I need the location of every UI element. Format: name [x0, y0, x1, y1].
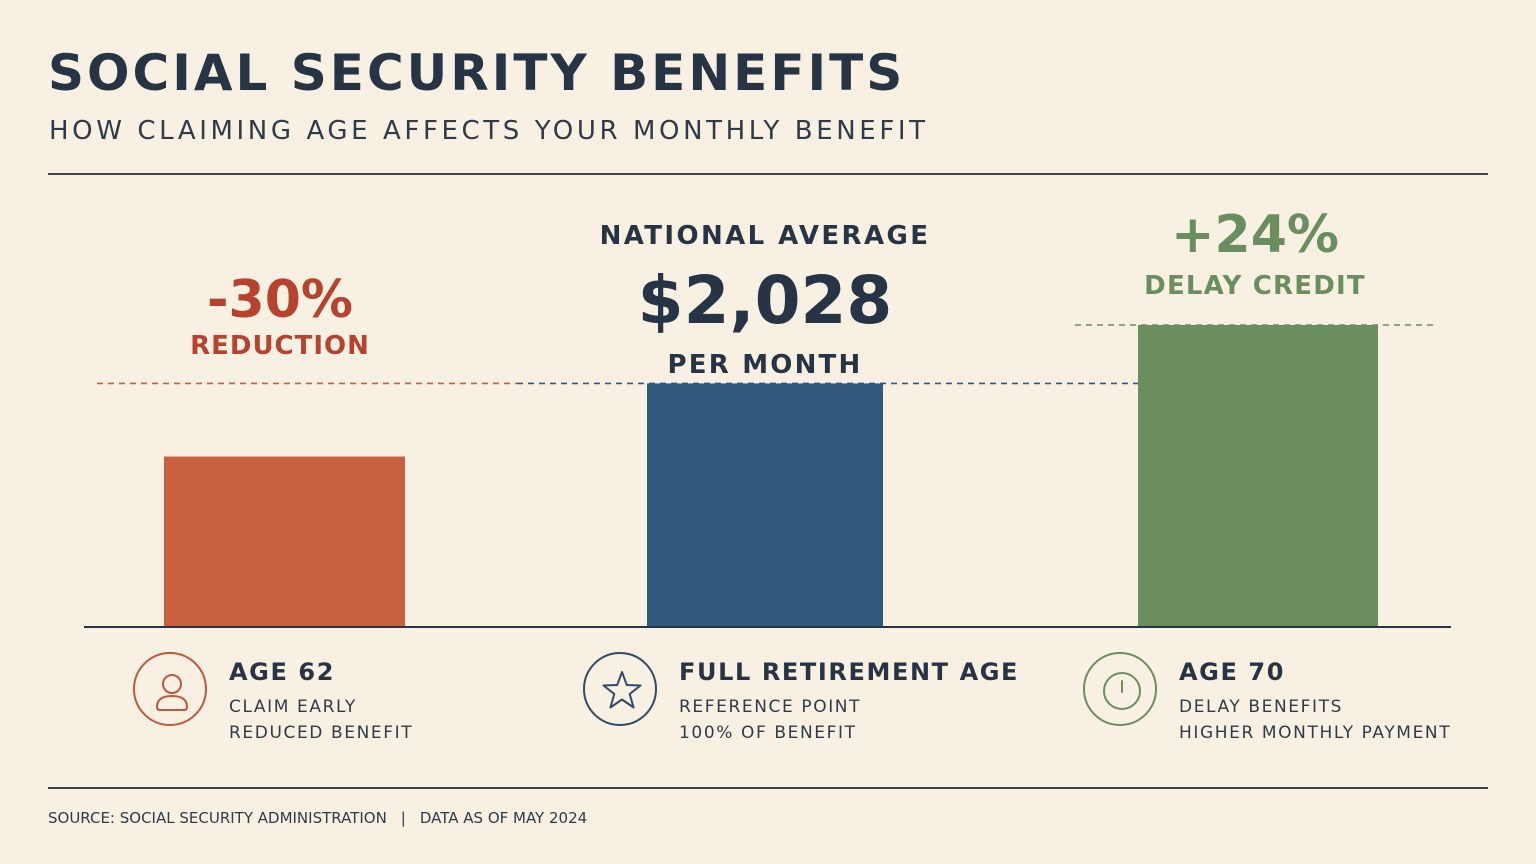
category-heading: AGE 62	[229, 658, 336, 686]
category-line-2: REDUCED BENEFIT	[229, 723, 414, 743]
category-heading: AGE 70	[1179, 658, 1286, 686]
footer-source: SOURCE: SOCIAL SECURITY ADMINISTRATION	[48, 809, 387, 827]
delay-credit-label: DELAY CREDIT	[1144, 271, 1366, 301]
bar-2	[647, 383, 883, 627]
bar-3	[1138, 325, 1378, 627]
national-average-value: $2,028	[637, 262, 893, 339]
top-divider	[48, 173, 1488, 175]
footer-date: DATA AS OF MAY 2024	[419, 809, 588, 827]
footer-separator: |	[400, 809, 406, 827]
category-line-1: REFERENCE POINT	[679, 697, 862, 717]
clock-icon	[1083, 652, 1157, 726]
category-line-1: CLAIM EARLY	[229, 697, 357, 717]
footer: SOURCE: SOCIAL SECURITY ADMINISTRATION | D…	[48, 809, 587, 827]
national-average-label: NATIONAL AVERAGE	[599, 221, 931, 251]
bottom-divider	[48, 787, 1488, 789]
reduction-label: REDUCTION	[190, 331, 370, 361]
category-line-2: HIGHER MONTHLY PAYMENT	[1179, 723, 1452, 743]
category-line-1: DELAY BENEFITS	[1179, 697, 1344, 717]
chart-subtitle: HOW CLAIMING AGE AFFECTS YOUR MONTHLY BE…	[49, 116, 929, 146]
category-line-2: 100% OF BENEFIT	[679, 723, 857, 743]
category-heading: FULL RETIREMENT AGE	[679, 658, 1020, 686]
star-icon	[583, 652, 657, 726]
per-month-label: PER MONTH	[667, 350, 863, 380]
person-icon	[133, 652, 207, 726]
reduction-percent: -30%	[206, 270, 354, 330]
delay-credit-percent: +24%	[1170, 205, 1340, 265]
chart-title: SOCIAL SECURITY BENEFITS	[48, 44, 906, 102]
bar-1	[164, 456, 405, 627]
